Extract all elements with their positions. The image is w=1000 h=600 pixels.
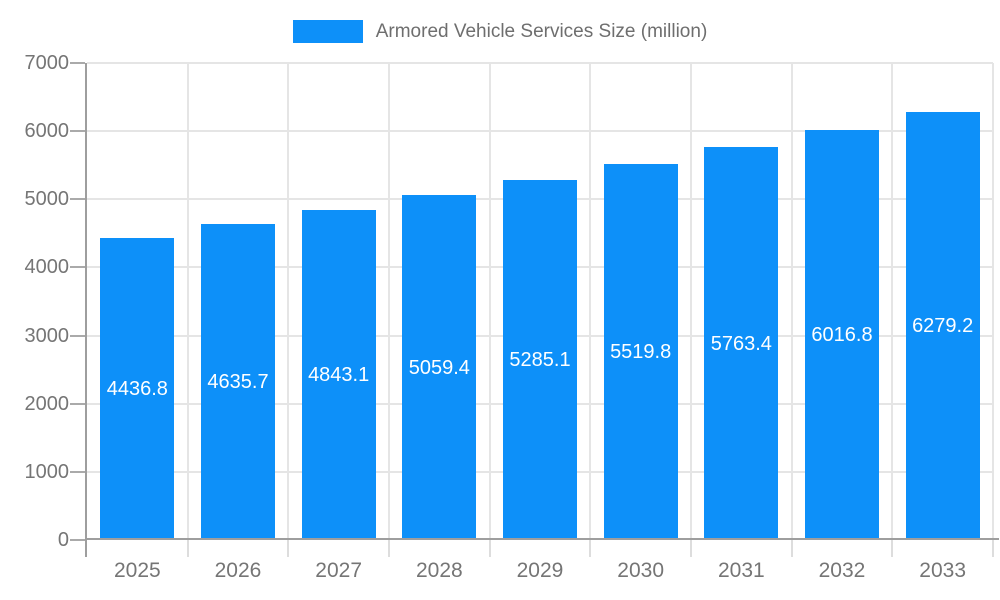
bar-value-label: 6279.2 <box>912 315 974 338</box>
x-axis-tick <box>992 540 994 557</box>
x-axis-tick <box>891 540 894 557</box>
plot-area: 4436.8 4635.7 4843.1 5059.4 5285.1 5519.8 5763… <box>25 52 999 582</box>
gridline-vertical <box>891 63 894 540</box>
bar-2026[interactable]: 4635.7 <box>201 224 275 540</box>
legend-label: Armored Vehicle Services Size (million) <box>375 20 708 42</box>
bar-2028[interactable]: 5059.4 <box>402 195 477 540</box>
bar-value-label: 6016.8 <box>811 324 873 346</box>
y-axis-label: 5000 <box>24 188 70 211</box>
x-axis-label: 2028 <box>415 559 463 582</box>
bar-2031[interactable]: 5763.4 <box>704 147 779 540</box>
x-axis-label: 2032 <box>818 559 866 582</box>
gridline-vertical <box>589 63 592 540</box>
y-axis-label: 0 <box>57 529 69 551</box>
gridline-vertical <box>287 63 290 540</box>
x-axis-tick <box>690 540 692 557</box>
x-axis-label: 2025 <box>113 559 161 582</box>
bar-value-label: 5059.4 <box>408 356 470 379</box>
gridline-horizontal <box>87 62 993 64</box>
gridline-vertical <box>388 63 390 540</box>
y-axis-tick <box>70 539 85 541</box>
x-axis-label: 2026 <box>214 559 262 582</box>
y-axis-tick <box>70 402 85 405</box>
x-axis-tick <box>186 540 189 557</box>
gridline-vertical <box>488 63 491 540</box>
bar-value-label: 4635.7 <box>207 371 269 394</box>
x-axis-label: 2029 <box>516 559 564 582</box>
y-axis-label: 4000 <box>24 256 70 279</box>
y-axis-label: 2000 <box>24 392 70 415</box>
x-axis-tick <box>388 540 390 557</box>
x-axis-tick <box>488 540 491 557</box>
x-axis-label: 2033 <box>919 559 967 582</box>
bar-2027[interactable]: 4843.1 <box>301 209 376 540</box>
y-axis-line <box>85 63 87 557</box>
y-axis-tick <box>70 62 85 64</box>
y-axis-label: 3000 <box>24 324 70 347</box>
bar-2029[interactable]: 5285.1 <box>503 179 577 540</box>
x-axis-label: 2031 <box>717 559 765 582</box>
x-axis-line <box>85 538 999 540</box>
gridline-vertical <box>690 63 692 540</box>
x-axis-tick <box>287 540 290 557</box>
bar-2030[interactable]: 5519.8 <box>603 163 678 540</box>
bar-value-label: 4436.8 <box>106 377 168 400</box>
gridline-vertical <box>186 63 189 540</box>
x-axis-tick <box>589 540 592 557</box>
y-axis-tick <box>70 130 85 133</box>
bar-value-label: 5519.8 <box>610 340 672 363</box>
y-axis-tick <box>70 198 85 201</box>
bar-2033[interactable]: 6279.2 <box>905 112 980 540</box>
gridline-vertical <box>992 63 994 540</box>
y-axis-label: 1000 <box>24 460 70 483</box>
y-axis-label: 7000 <box>24 52 70 74</box>
chart-legend[interactable]: Armored Vehicle Services Size (million) <box>0 17 1000 45</box>
bar-value-label: 5763.4 <box>710 332 772 355</box>
bar-value-label: 4843.1 <box>308 364 370 386</box>
y-axis-tick <box>70 334 85 337</box>
x-axis-label: 2030 <box>617 559 665 582</box>
x-axis-label: 2027 <box>315 559 363 582</box>
bar-2032[interactable]: 6016.8 <box>805 130 879 540</box>
legend-swatch <box>292 19 363 43</box>
x-axis-tick <box>790 540 793 557</box>
gridline-vertical <box>790 63 793 540</box>
y-axis-label: 6000 <box>24 120 70 143</box>
y-axis-tick <box>70 470 85 473</box>
y-axis-tick <box>70 266 85 269</box>
bar-value-label: 5285.1 <box>509 348 571 371</box>
gridline-horizontal <box>87 130 993 133</box>
bar-2025[interactable]: 4436.8 <box>100 237 175 540</box>
